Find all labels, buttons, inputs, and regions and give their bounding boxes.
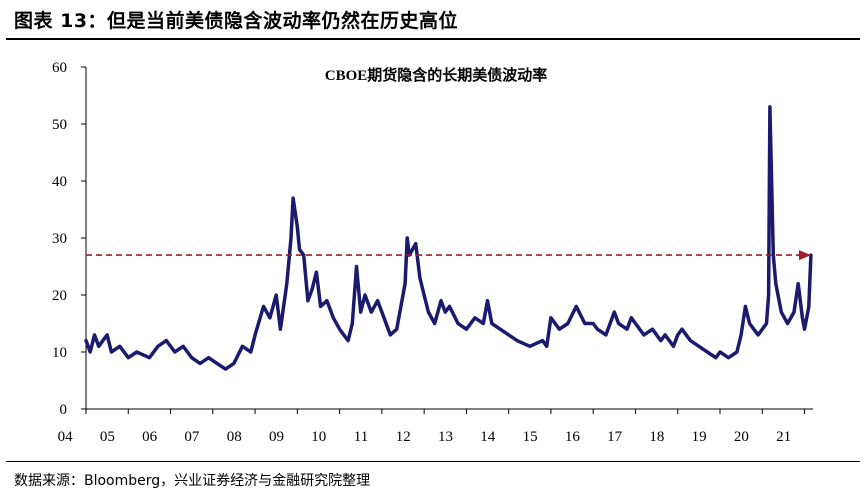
- y-tick-label: 60: [52, 60, 67, 76]
- x-tick-label: 07: [184, 429, 200, 445]
- y-tick-label: 0: [60, 402, 68, 418]
- x-tick-label: 20: [734, 429, 749, 445]
- chart: 0 10 20 30 40 50 60 04 05 06 07 08 09 10 11 12 13 14 15 16 1…: [52, 60, 813, 445]
- x-tick-label: 16: [565, 429, 581, 445]
- x-tick-label: 04: [58, 429, 74, 445]
- figure-header: 图表 13：但是当前美债隐含波动率仍然在历史高位: [0, 0, 866, 40]
- x-tick-label: 11: [354, 429, 368, 445]
- x-tick-label: 17: [607, 429, 623, 445]
- series-layer: [84, 105, 813, 371]
- x-tick-label: 06: [142, 429, 158, 445]
- source-note: 数据来源：Bloomberg，兴业证券经济与金融研究院整理: [14, 473, 371, 489]
- x-tick-label: 10: [311, 429, 326, 445]
- x-tick-label: 13: [438, 429, 453, 445]
- series-line: [84, 105, 813, 371]
- x-tick-label: 21: [776, 429, 791, 445]
- x-tick-label: 14: [480, 429, 496, 445]
- x-tick-label: 15: [523, 429, 538, 445]
- x-tick-label: 12: [396, 429, 411, 445]
- y-tick-label: 30: [52, 231, 67, 247]
- y-tick-label: 50: [52, 117, 67, 133]
- y-tick-label: 40: [52, 174, 67, 190]
- header-rule: [6, 38, 860, 40]
- y-tick-label: 20: [52, 288, 67, 304]
- x-tick-label: 08: [227, 429, 242, 445]
- figure-title: 图表 13：但是当前美债隐含波动率仍然在历史高位: [14, 10, 459, 32]
- x-tick-label: 18: [649, 429, 664, 445]
- y-tick-label: 10: [52, 345, 67, 361]
- chart-title: CBOE期货隐含的长期美债波动率: [325, 66, 548, 84]
- x-tick-label: 09: [269, 429, 284, 445]
- footer-rule: [6, 461, 860, 462]
- x-tick-label: 05: [100, 429, 115, 445]
- x-tick-label: 19: [692, 429, 707, 445]
- axes: 0 10 20 30 40 50 60 04 05 06 07 08 09 10 11 12 13 14 15 16 1…: [52, 60, 813, 445]
